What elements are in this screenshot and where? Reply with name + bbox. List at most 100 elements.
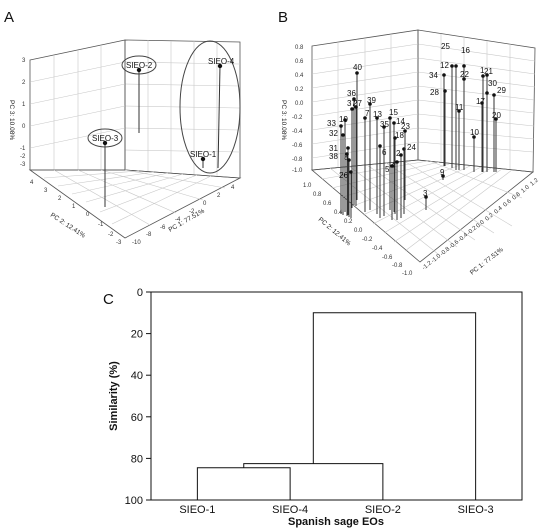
panel-b-point-label: 31 bbox=[329, 144, 338, 153]
panel-b-z-tick: 0.2 bbox=[295, 87, 304, 93]
panel-b-y-tick: 0.8 bbox=[313, 192, 322, 198]
panel-a-label-circle bbox=[121, 55, 157, 75]
panel-b-x-tick: 0.6 bbox=[502, 198, 513, 208]
panel-b-point: 10 bbox=[470, 128, 479, 172]
panel-c-links bbox=[196, 312, 477, 500]
panel-a-z-tick: 0 bbox=[22, 124, 26, 130]
panel-b-point-label: 32 bbox=[329, 129, 338, 138]
panel-b-z-label: PC 3: 10.08% bbox=[280, 100, 287, 140]
panel-b-point-label: 18 bbox=[395, 131, 404, 140]
panel-b-point-label: 26 bbox=[339, 171, 348, 180]
panel-c-y-tick: 60 bbox=[131, 412, 143, 424]
panel-a-y-tick: 4 bbox=[30, 180, 34, 186]
panel-a-y-tick: 3 bbox=[44, 188, 48, 194]
panel-c-link bbox=[312, 312, 477, 500]
panel-a-x-tick: 2 bbox=[217, 193, 221, 199]
panel-b-point: 3 bbox=[423, 189, 428, 210]
panel-b-x-tick: -1.0 bbox=[430, 253, 442, 265]
panel-a-x-ticks: -10 -8 -6 -4 -2 0 2 4 bbox=[132, 185, 235, 246]
panel-b-point: 38 bbox=[329, 152, 349, 216]
panel-c-y-tick: 100 bbox=[125, 495, 143, 507]
panel-b-y-tick: -1.0 bbox=[402, 271, 413, 277]
panel-b-left-wall bbox=[311, 29, 419, 171]
panel-b-point-label: 20 bbox=[492, 111, 501, 120]
panel-a-x-tick: -8 bbox=[146, 232, 152, 238]
panel-b-point-label: 27 bbox=[353, 99, 362, 108]
panel-b-point: 28 bbox=[430, 88, 447, 166]
panel-b-point-label: 33 bbox=[327, 119, 336, 128]
panel-a-group-ellipse bbox=[179, 40, 241, 174]
panel-b-point: 18 bbox=[393, 131, 404, 214]
panel-b-point-label: 13 bbox=[373, 110, 382, 119]
panel-a-y-tick: 1 bbox=[72, 204, 76, 210]
panel-b-y-tick: -0.2 bbox=[362, 237, 373, 243]
panel-b-point: 33 bbox=[327, 119, 343, 214]
panel-c-y-tick: 0 bbox=[137, 287, 143, 299]
panel-a-point-label: SIEO-4 bbox=[208, 57, 235, 66]
panel-b-z-tick: -0.2 bbox=[292, 115, 303, 121]
panel-a-y-tick: -1 bbox=[98, 222, 104, 228]
panel-b-point-label: 7 bbox=[365, 109, 370, 118]
panel-b-y-ticks: 1.0 0.8 0.6 0.4 0.2 0.0 -0.2 -0.4 -0.6 -… bbox=[303, 183, 413, 277]
panel-b-point: 36 bbox=[347, 89, 356, 205]
panel-b-point: 40 bbox=[353, 63, 362, 200]
panel-b-point-label: 17 bbox=[476, 97, 485, 106]
panel-a-point-label: SIEO-1 bbox=[190, 150, 217, 159]
panel-a-label-circle bbox=[87, 128, 123, 148]
panel-b-point-label: 30 bbox=[488, 79, 497, 88]
panel-b-point-label: 38 bbox=[329, 152, 338, 161]
panel-b-point: 39 bbox=[367, 96, 376, 210]
panel-c-letter: C bbox=[103, 291, 114, 308]
panel-b-point-label: 19 bbox=[339, 115, 348, 124]
panel-b-point-label: 14 bbox=[396, 117, 405, 126]
panel-b-y-tick: 0.4 bbox=[334, 210, 343, 216]
panel-a-y-tick: -3 bbox=[116, 240, 122, 246]
panel-a-z-tick: 1 bbox=[22, 102, 26, 108]
panel-b-x-tick: 1.0 bbox=[520, 184, 531, 194]
panel-b-point: 2 bbox=[396, 149, 403, 218]
panel-b-point: 23 bbox=[401, 122, 410, 200]
panel-a-z-tick: -1 bbox=[20, 146, 26, 152]
panel-b-point-label: 28 bbox=[430, 88, 439, 97]
panel-b-point: 26 bbox=[339, 170, 353, 218]
panel-b-point: 27 bbox=[353, 99, 362, 206]
panel-b-point: 34 bbox=[429, 71, 446, 166]
panel-b-point: 22 bbox=[460, 70, 469, 170]
panel-a-z-tick: -3 bbox=[20, 162, 26, 168]
panel-a-point-sieo-1: SIEO-1 bbox=[190, 150, 217, 168]
panel-c-link bbox=[196, 467, 291, 500]
panel-a-x-tick: -10 bbox=[132, 240, 141, 246]
panel-a-z-tick: 3 bbox=[22, 58, 26, 64]
panel-c-x-label: Spanish sage EOs bbox=[288, 516, 384, 528]
panel-b-x-tick: -0.8 bbox=[439, 246, 451, 258]
panel-b-point: 29 bbox=[492, 86, 506, 172]
panel-a-point-sieo-2: SIEO-2 bbox=[121, 55, 157, 133]
panel-b-z-tick: 0.8 bbox=[295, 45, 304, 51]
panel-b-x-tick: 0.0 bbox=[475, 219, 486, 229]
panel-b-point-label: 16 bbox=[461, 46, 470, 55]
panel-c-plot-frame bbox=[150, 291, 523, 501]
panel-b-x-tick: 0.2 bbox=[484, 212, 495, 222]
panel-a-z-tick: -2 bbox=[20, 154, 26, 160]
panel-b-point-label: 24 bbox=[407, 143, 416, 152]
panel-b-point: 5 bbox=[385, 164, 394, 220]
panel-a-z-label: PC 3: 10.08% bbox=[8, 100, 15, 140]
panel-a-point-label: SIEO-3 bbox=[92, 134, 119, 143]
panel-b-point: 6 bbox=[378, 144, 387, 218]
panel-b-point: 32 bbox=[329, 129, 345, 215]
panel-b-x-tick: 1.2 bbox=[529, 177, 540, 187]
panel-a-x-tick: -4 bbox=[175, 217, 181, 223]
panel-b-point: 35 bbox=[380, 120, 389, 216]
panel-a-group-ellipse-shape bbox=[179, 40, 241, 174]
panel-b-point-label: 3 bbox=[423, 189, 428, 198]
panel-b-point: 30 bbox=[485, 79, 497, 172]
panel-b-point-label: 9 bbox=[440, 168, 445, 177]
panel-b-x-tick: 0.4 bbox=[493, 205, 504, 215]
panel-c-leaf-labels: SIEO-1 SIEO-4 SIEO-2 SIEO-3 bbox=[179, 504, 493, 516]
panel-b-point: 24 bbox=[402, 143, 416, 214]
panel-b-point-label: 40 bbox=[353, 63, 362, 72]
panel-b-x-tick: -1.2 bbox=[421, 260, 433, 272]
panel-b-letter: B bbox=[278, 9, 288, 26]
